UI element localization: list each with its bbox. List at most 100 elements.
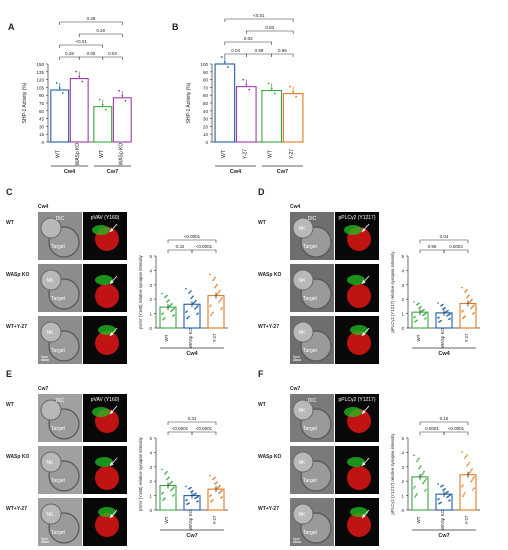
row-label: WT [6,220,14,226]
y-tick-label: 90 [203,70,209,75]
data-point [170,489,172,492]
row-label: WASp KO [6,272,29,278]
group-label: Cw4 [438,351,450,357]
nk-cell [40,451,62,473]
group-label: Cw7 [186,533,197,539]
nk-label: NK [299,226,307,232]
nk-cell [292,399,314,421]
data-point [418,467,420,470]
data-point [292,90,295,93]
data-point [447,490,449,493]
stain-label: pPLCγ2 (Y1217) [339,215,376,221]
nk-cell [40,269,62,291]
data-point [461,450,463,453]
red-signal [95,466,119,490]
nk-label: NK [299,512,307,518]
y-axis-label: SHP-1 Activity (%) [186,82,192,123]
y-tick-label: 30 [39,124,45,129]
red-signal [347,284,371,308]
data-point [416,460,418,463]
data-point [270,87,273,90]
data-point [468,473,470,475]
nk-label: NK [47,278,55,284]
y-axis-label: pVAV (Y160) relative synapse intensity [138,436,143,510]
dic-label: DIC [56,398,65,404]
data-point [75,70,78,73]
p-value-label: <0.0001 [196,426,213,431]
x-tick-label: Y-27 [289,149,295,159]
y-tick-label: 1 [149,494,152,499]
arrow-head [362,280,366,284]
data-point [172,487,174,490]
data-point [171,488,173,491]
cell-line-label: Cw7 [38,386,49,392]
x-tick-label: Y-27 [212,333,217,343]
y-tick-label: 80 [203,78,209,83]
data-point [192,302,194,305]
data-point [273,92,276,95]
scale-bar-label: 5μm [293,355,300,359]
arrow-head [110,280,114,284]
green-signal [98,507,116,517]
data-point [171,480,173,483]
y-tick-label: 3 [401,283,404,288]
significance-bracket [191,431,217,435]
bar [207,488,225,511]
data-point [190,297,192,300]
red-signal [95,284,119,308]
y-tick-label: 60 [39,109,45,114]
data-point [472,313,474,315]
arrow-head [110,332,114,336]
data-point [464,492,466,494]
dic-label: DIC [56,216,65,222]
data-point [188,315,190,318]
p-value-label: <0.0001 [172,426,189,431]
x-tick-label: WASp KO [440,327,445,348]
p-value-label: <0.0001 [184,234,201,239]
data-point [162,318,164,321]
data-point [214,276,216,279]
p-value-label: <0.0001 [448,426,465,431]
significance-bracket [224,41,273,45]
data-point [186,310,188,312]
y-tick-label: 2 [401,297,404,302]
data-point [295,95,298,98]
data-point [213,477,215,480]
x-tick-label: WT [164,516,169,523]
data-point [212,311,214,314]
data-point [162,312,164,315]
p-value-label: 0.04 [108,51,117,56]
x-tick-label: WT [99,150,105,158]
data-point [185,485,187,488]
data-point [469,301,471,303]
data-point [161,492,163,495]
data-point [461,485,463,488]
x-tick-label: WT [221,150,227,158]
data-point [161,468,163,471]
p-value-label: 0.42 [176,244,185,249]
y-tick-label: 40 [203,109,209,114]
data-point [463,316,465,319]
p-value-label: <0.0001 [196,244,213,249]
red-signal [95,331,119,355]
data-point [465,290,467,292]
data-point [186,498,188,501]
data-point [416,493,418,495]
stain-label: pPLCγ2 (Y1217) [339,397,376,403]
data-point [168,299,170,301]
significance-bracket [167,249,193,253]
data-point [466,289,468,291]
x-tick-label: WASp KO [188,509,193,530]
data-point [219,299,221,302]
panel-a: A 0 15 30 45 60 75 90 105 120 135 150 SHP-1 Activity… [8,16,132,175]
data-point [164,473,166,475]
data-point [462,484,464,486]
data-point [193,301,195,304]
data-point [173,307,175,310]
data-point [470,481,472,483]
p-value-label: <0.01 [253,13,265,18]
data-point [461,310,463,313]
data-point [190,486,192,489]
data-point [58,87,61,89]
